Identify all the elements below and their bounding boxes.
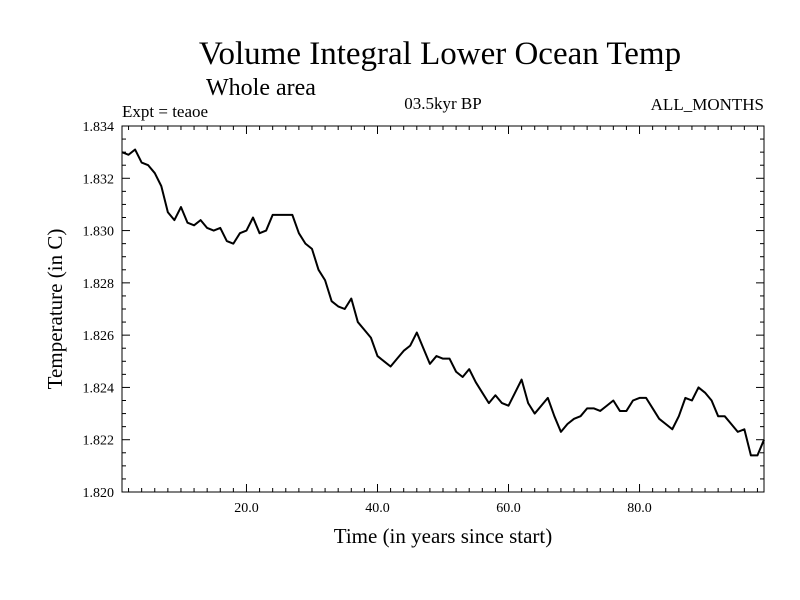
- x-tick-label: 80.0: [627, 501, 652, 516]
- y-tick-label: 1.834: [83, 120, 115, 135]
- y-tick-label: 1.832: [83, 172, 115, 187]
- x-tick-labels: 20.0 40.0 60.0 80.0: [234, 501, 652, 516]
- y-tick-label: 1.822: [83, 434, 115, 449]
- y-tick-label: 1.824: [83, 381, 115, 396]
- y-axis-label: Temperature (in C): [43, 229, 67, 390]
- chart-subtitle: Whole area: [206, 75, 316, 101]
- x-tick-label: 60.0: [496, 501, 521, 516]
- x-tick-label: 40.0: [365, 501, 390, 516]
- x-axis-label: Time (in years since start): [334, 524, 553, 548]
- period-label: 03.5kyr BP: [404, 94, 481, 113]
- plot-frame: [121, 125, 765, 493]
- y-tick-label: 1.828: [83, 277, 115, 292]
- chart-title: Volume Integral Lower Ocean Temp: [199, 36, 681, 72]
- axis-ticks: [122, 125, 764, 493]
- y-tick-labels: 1.820 1.822 1.824 1.826 1.828 1.830 1.832 1.834: [83, 120, 115, 501]
- y-tick-label: 1.830: [83, 225, 115, 240]
- plot-area: 20.0 40.0 60.0 80.0 1.8201.8221.8241.8261.8…: [83, 120, 765, 516]
- months-label: ALL_MONTHS: [651, 95, 764, 114]
- expt-label: Expt = teaoe: [122, 102, 208, 121]
- series-line: [121, 148, 765, 457]
- y-tick-label: 1.826: [83, 329, 115, 344]
- y-tick-label: 1.820: [83, 486, 115, 501]
- x-tick-label: 20.0: [234, 501, 259, 516]
